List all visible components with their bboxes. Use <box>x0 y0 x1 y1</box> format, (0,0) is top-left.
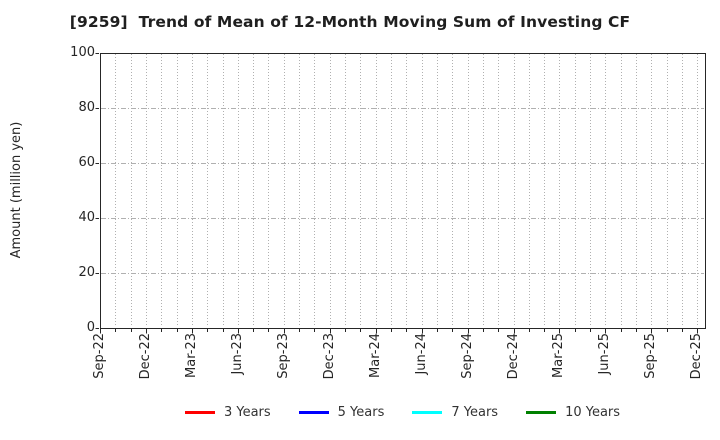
legend-line-swatch <box>184 411 215 414</box>
y-tick-label: 80 <box>78 100 95 115</box>
legend-item: 5 Years <box>298 405 385 420</box>
y-tick-label: 60 <box>78 155 95 170</box>
x-tick-label: Sep-22 <box>92 333 107 379</box>
legend: 3 Years 5 Years 7 Years 10 Years <box>100 405 705 420</box>
y-tick-label: 40 <box>78 210 95 225</box>
axes-border <box>100 53 706 329</box>
y-tick-label: 0 <box>86 320 95 335</box>
x-tick-label: Sep-24 <box>459 333 475 379</box>
legend-item: 3 Years <box>184 405 271 420</box>
legend-line-swatch <box>298 411 329 414</box>
x-tick-label: Mar-25 <box>551 333 567 378</box>
y-tick-label: 20 <box>78 265 95 280</box>
x-tick-label: Mar-23 <box>183 333 199 378</box>
x-tick-label: Sep-25 <box>643 333 659 379</box>
legend-label: 5 Years <box>337 405 385 420</box>
x-tick-label: Sep-23 <box>275 333 291 379</box>
legend-label: 10 Years <box>565 405 621 420</box>
legend-label: 7 Years <box>451 405 499 420</box>
legend-item: 7 Years <box>412 405 498 420</box>
legend-line-swatch <box>412 411 443 414</box>
x-tick-label: Jun-25 <box>597 333 613 375</box>
x-tick-label: Dec-22 <box>137 333 153 380</box>
x-tick-label: Dec-24 <box>505 333 521 380</box>
legend-item: 10 Years <box>526 405 620 420</box>
x-tick-label: Jun-24 <box>413 333 429 375</box>
x-tick-label: Mar-24 <box>367 333 383 378</box>
legend-line-swatch <box>526 411 557 414</box>
y-tick-label: 100 <box>70 45 95 60</box>
x-tick-label: Dec-23 <box>321 333 337 380</box>
x-tick-label: Jun-23 <box>229 333 245 375</box>
chart-title: [9259] Trend of Mean of 12-Month Moving … <box>69 13 631 31</box>
x-tick-label: Dec-25 <box>689 333 705 380</box>
legend-label: 3 Years <box>223 405 271 420</box>
